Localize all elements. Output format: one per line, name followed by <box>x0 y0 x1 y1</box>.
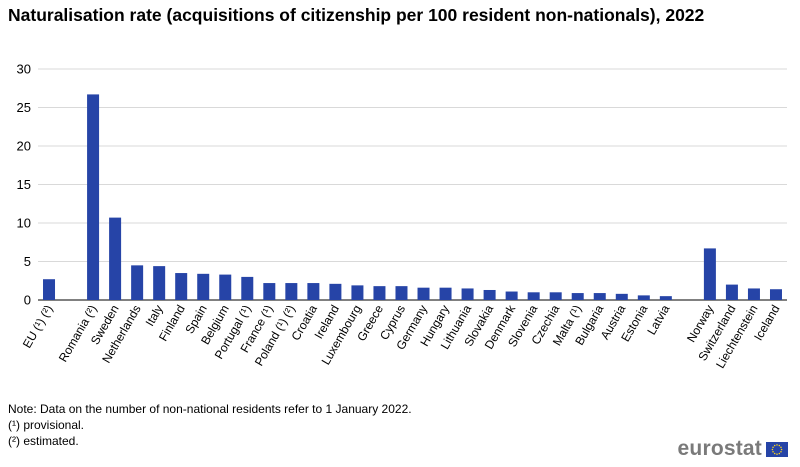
eurostat-logo: eurostat <box>678 437 788 461</box>
bar <box>109 217 122 300</box>
bar <box>241 276 254 300</box>
bar <box>395 286 408 300</box>
bar <box>593 293 606 300</box>
bar <box>637 295 650 300</box>
x-tick-label: Latvia <box>644 302 672 337</box>
bar <box>747 288 760 300</box>
y-tick-label: 20 <box>17 139 31 154</box>
bar <box>263 283 276 300</box>
bar <box>461 288 474 300</box>
chart-title: Naturalisation rate (acquisitions of cit… <box>8 5 705 25</box>
y-tick-label: 25 <box>17 100 31 115</box>
bar <box>725 284 738 300</box>
bar <box>43 279 56 300</box>
bars <box>43 94 782 300</box>
estimated-note: (²) estimated. <box>8 434 79 448</box>
flag-star <box>771 448 774 450</box>
eu-flag-icon <box>766 441 788 457</box>
bar <box>373 286 386 300</box>
bar <box>175 273 188 300</box>
logo-text: eurostat <box>677 437 762 460</box>
bar <box>703 248 716 300</box>
bar <box>659 296 672 300</box>
bar <box>417 287 430 300</box>
flag-star <box>778 444 781 446</box>
x-axis-labels: EU (¹) (²) Romania (²)SwedenNetherlandsIt… <box>20 302 783 371</box>
flag-star <box>773 444 776 446</box>
bar <box>131 265 144 300</box>
y-axis-ticks: 0 5 10 15 20 25 30 <box>17 62 31 308</box>
y-tick-label: 15 <box>17 177 31 192</box>
bar <box>197 273 210 300</box>
bar <box>439 287 452 300</box>
y-tick-label: 30 <box>17 62 31 77</box>
flag-star <box>780 448 783 450</box>
flag-star <box>772 445 774 448</box>
bar <box>483 289 496 300</box>
flag-star <box>772 450 774 453</box>
bar <box>615 293 628 300</box>
bar <box>549 292 562 300</box>
bar <box>571 293 584 300</box>
bar <box>351 285 364 300</box>
bar-chart: 0 5 10 15 20 25 30 EU (¹) (²) Romania (²)Sweden… <box>17 62 787 371</box>
bar <box>87 94 100 300</box>
flag-star <box>776 443 778 446</box>
flag-star <box>776 452 778 455</box>
bar <box>285 283 298 300</box>
bar <box>153 266 166 300</box>
bar <box>307 283 320 300</box>
note-line: Note: Data on the number of non-national… <box>8 402 412 416</box>
grid-lines <box>38 68 787 301</box>
bar <box>329 283 342 300</box>
flag-star <box>780 450 782 453</box>
flag-star <box>778 452 781 454</box>
bar <box>527 292 540 300</box>
flag-star <box>780 445 782 448</box>
bar <box>505 291 518 300</box>
y-tick-label: 5 <box>24 254 31 269</box>
bar <box>769 289 782 300</box>
y-tick-label: 10 <box>17 216 31 231</box>
provisional-note: (¹) provisional. <box>8 418 85 432</box>
y-tick-label: 0 <box>24 293 31 308</box>
x-tick-label: EU (¹) (²) <box>20 303 56 351</box>
flag-star <box>773 452 776 454</box>
footnotes: Note: Data on the number of non-national… <box>8 401 412 449</box>
bar <box>219 274 232 300</box>
